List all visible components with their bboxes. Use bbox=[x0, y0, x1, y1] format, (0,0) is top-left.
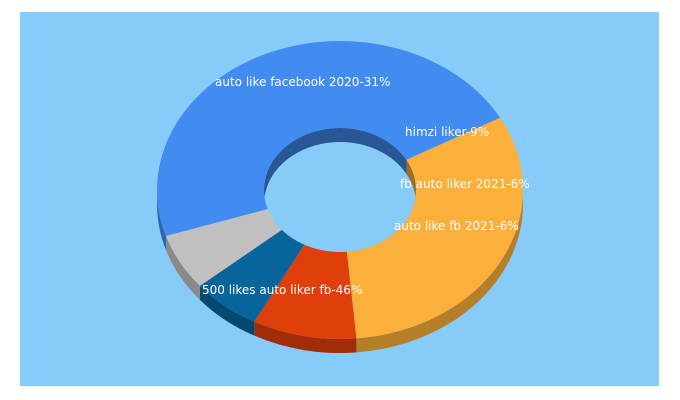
slice-3 bbox=[254, 244, 357, 339]
slice-side-inner bbox=[264, 127, 407, 204]
slice-5 bbox=[165, 209, 282, 286]
slice-label-5: auto like fb 2021-6% bbox=[394, 219, 519, 233]
slice-label-2: auto like facebook 2020-31% bbox=[215, 75, 390, 89]
slice-side-outer bbox=[254, 321, 357, 353]
slice-side-inner bbox=[406, 159, 416, 204]
slice-label-1: 500 likes auto liker fb-46% bbox=[202, 283, 362, 297]
slice-side-outer bbox=[157, 190, 166, 251]
slice-side-outer bbox=[165, 236, 200, 300]
slice-side-outer bbox=[199, 285, 255, 336]
slice-labels: 500 likes auto liker fb-46% auto like fac… bbox=[202, 75, 530, 297]
slice-side-outer bbox=[356, 190, 523, 353]
slice-1 bbox=[157, 41, 501, 237]
slice-4 bbox=[199, 229, 305, 322]
chart-panel: 500 likes auto liker fb-46% auto like fac… bbox=[20, 12, 659, 386]
slice-label-4: fb auto liker 2021-6% bbox=[400, 177, 530, 191]
donut-chart: 500 likes auto liker fb-46% auto like fac… bbox=[157, 41, 530, 353]
slice-label-3: himzi liker-9% bbox=[405, 125, 489, 139]
donut-tops bbox=[157, 41, 523, 339]
donut-sides bbox=[157, 127, 523, 353]
slice-2 bbox=[346, 117, 523, 339]
